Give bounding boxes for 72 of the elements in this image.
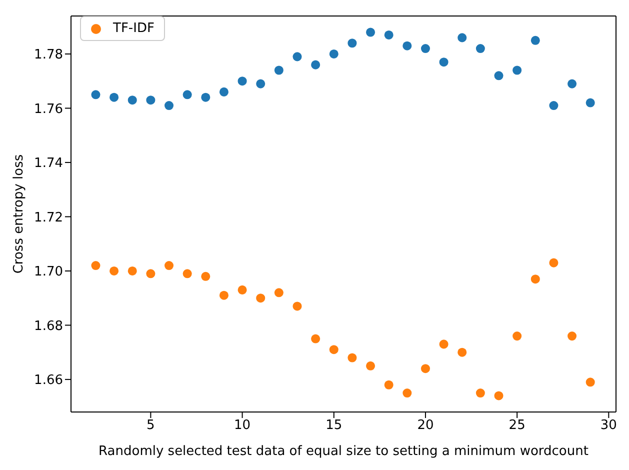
point <box>439 58 448 67</box>
point <box>311 334 320 344</box>
point <box>586 378 595 387</box>
x-tick-label: 20 <box>417 418 434 434</box>
point <box>329 49 338 58</box>
point <box>238 285 247 294</box>
point <box>274 66 284 75</box>
y-axis-title: Cross entropy loss <box>12 154 27 274</box>
point <box>420 44 430 54</box>
point <box>439 340 448 349</box>
point <box>458 348 467 357</box>
point <box>329 345 338 354</box>
point <box>292 52 302 62</box>
point <box>530 36 540 45</box>
point <box>164 261 174 270</box>
point <box>494 391 504 400</box>
point <box>256 79 266 88</box>
x-tick-label: 30 <box>600 418 617 434</box>
point <box>420 364 430 374</box>
point <box>348 353 357 362</box>
point <box>256 294 266 303</box>
y-tick-label: 1.76 <box>34 102 63 117</box>
point <box>348 38 357 48</box>
point <box>568 332 577 341</box>
point <box>384 380 394 390</box>
y-tick-label: 1.78 <box>34 48 63 63</box>
point <box>146 96 156 105</box>
point <box>110 92 119 102</box>
point <box>182 269 192 278</box>
point <box>568 79 577 88</box>
y-tick-label: 1.74 <box>34 156 63 172</box>
x-tick-label: 5 <box>146 418 155 434</box>
y-tick-label: 1.68 <box>34 318 63 334</box>
point <box>586 98 595 108</box>
point <box>311 60 320 70</box>
point <box>146 269 156 278</box>
point <box>91 261 100 270</box>
point <box>128 96 137 105</box>
point <box>512 66 522 75</box>
point <box>182 90 192 100</box>
point <box>238 76 247 86</box>
y-tick-label: 1.72 <box>34 210 63 226</box>
x-tick-label: 25 <box>508 418 526 434</box>
point <box>366 361 376 370</box>
point <box>110 266 119 276</box>
legend-label: TF-IDF <box>113 21 154 36</box>
point <box>128 266 137 276</box>
x-tick-label: 15 <box>326 418 342 434</box>
point <box>549 258 558 268</box>
point <box>219 87 228 96</box>
x-tick-label: 10 <box>234 418 251 434</box>
point <box>476 44 485 54</box>
point <box>201 92 210 102</box>
point <box>494 71 504 80</box>
y-tick-label: 1.66 <box>34 373 63 388</box>
point <box>402 41 412 50</box>
point <box>458 33 467 42</box>
point <box>164 101 174 110</box>
point <box>402 388 412 398</box>
point <box>219 290 228 300</box>
point <box>530 274 540 284</box>
point <box>366 28 376 37</box>
point <box>384 30 394 40</box>
point <box>201 272 210 281</box>
point <box>512 332 522 341</box>
point <box>274 288 284 298</box>
point <box>292 302 302 311</box>
point <box>476 388 485 398</box>
point <box>91 90 100 100</box>
point <box>549 101 558 110</box>
x-axis-title: Randomly selected test data of equal size to setting a minimum wordcount <box>98 444 588 459</box>
y-tick-label: 1.70 <box>34 264 63 280</box>
